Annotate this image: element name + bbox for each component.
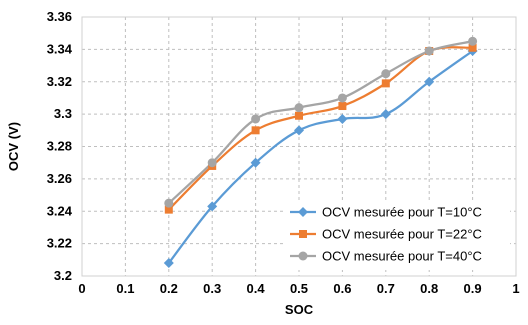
x-tick-label: 0.1 xyxy=(116,281,134,296)
data-points xyxy=(163,36,478,269)
data-point-series-2 xyxy=(468,43,477,52)
legend-item: OCV mesurée pour T=22°C xyxy=(290,227,482,242)
data-point-series-1 xyxy=(163,258,174,269)
x-axis-title: SOC xyxy=(285,302,314,317)
legend-label: OCV mesurée pour T=22°C xyxy=(322,227,482,242)
data-point-series-1 xyxy=(380,109,391,120)
x-tick-label: 1 xyxy=(512,281,519,296)
y-tick-label: 3.36 xyxy=(47,9,72,24)
data-point-series-3 xyxy=(468,36,478,46)
x-tick-label: 0.8 xyxy=(420,281,438,296)
data-point-series-3 xyxy=(251,114,261,124)
data-point-series-3 xyxy=(337,93,347,103)
x-tick-label: 0.9 xyxy=(464,281,482,296)
data-point-series-3 xyxy=(424,46,434,56)
data-point-series-2 xyxy=(295,111,303,120)
x-tick-label: 0.3 xyxy=(203,281,221,296)
x-tick-label: 0.4 xyxy=(247,281,266,296)
data-point-series-2 xyxy=(164,205,173,214)
data-point-series-1 xyxy=(337,113,348,124)
y-tick-label: 3.2 xyxy=(54,268,72,283)
x-tick-label: 0 xyxy=(78,281,85,296)
data-point-series-1 xyxy=(294,125,304,136)
y-tick-label: 3.22 xyxy=(47,236,72,251)
legend-background xyxy=(284,200,510,270)
y-tick-label: 3.28 xyxy=(47,139,72,154)
data-point-series-3 xyxy=(294,103,304,113)
data-point-series-1 xyxy=(424,76,435,87)
data-point-series-2 xyxy=(338,102,347,111)
y-axis-title: OCV (V) xyxy=(6,122,21,171)
data-point-series-1 xyxy=(207,201,218,212)
plot-area xyxy=(81,16,517,277)
x-tick-label: 0.7 xyxy=(377,281,395,296)
data-point-series-2 xyxy=(381,79,390,88)
grid xyxy=(81,16,517,277)
legend-label: OCV mesurée pour T=40°C xyxy=(322,249,482,264)
legend: OCV mesurée pour T=10°C OCV mesurée pour … xyxy=(284,200,510,270)
data-point-series-2 xyxy=(251,126,260,135)
legend-marker xyxy=(298,207,308,217)
data-point-series-3 xyxy=(381,69,391,79)
y-tick-label: 3.34 xyxy=(47,41,73,56)
y-tick-label: 3.32 xyxy=(47,74,72,89)
data-point-series-3 xyxy=(164,198,174,208)
y-tick-label: 3.26 xyxy=(47,171,72,186)
legend-item: OCV mesurée pour T=40°C xyxy=(290,249,482,264)
axes: 0 0.1 0.2 0.3 0.4 0.5 0.6 0.7 0.8 0.9 1 3.2 3.22 3.24… xyxy=(6,9,520,317)
x-tick-label: 0.2 xyxy=(160,281,178,296)
data-point-series-3 xyxy=(207,158,217,168)
x-tick-label: 0.6 xyxy=(333,281,351,296)
y-tick-label: 3.3 xyxy=(54,106,72,121)
legend-item: OCV mesurée pour T=10°C xyxy=(290,205,482,220)
x-tick-label: 0.5 xyxy=(290,281,308,296)
legend-marker xyxy=(298,251,308,261)
data-point-series-1 xyxy=(250,157,261,168)
legend-marker xyxy=(299,230,307,238)
y-tick-label: 3.24 xyxy=(47,203,73,218)
legend-label: OCV mesurée pour T=10°C xyxy=(322,205,482,220)
